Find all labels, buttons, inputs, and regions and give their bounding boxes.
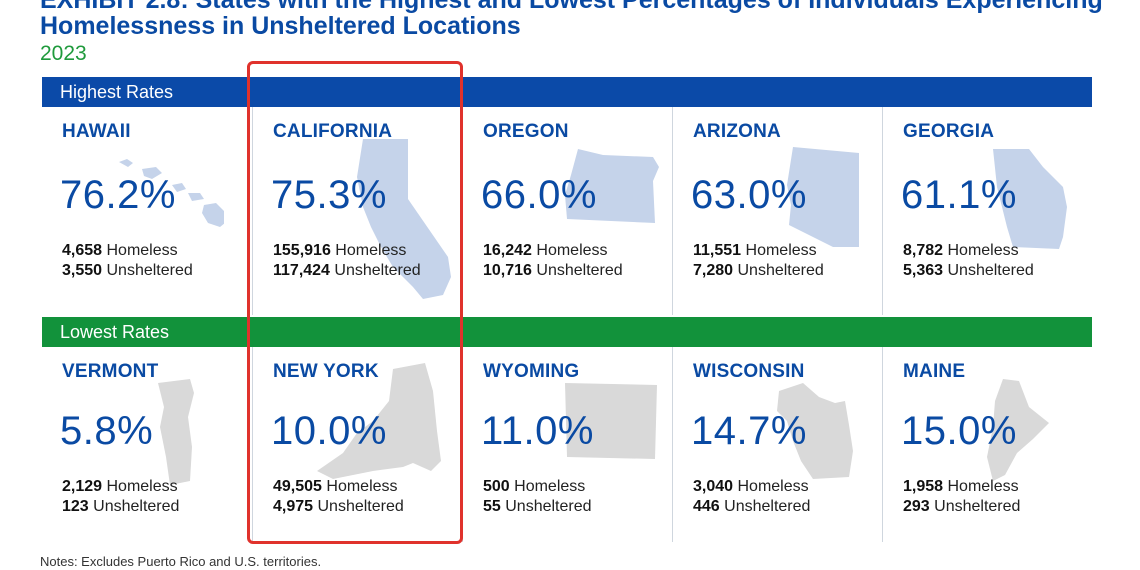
state-map-icon [357, 139, 451, 299]
state-cell-new-york: NEW YORK 10.0% 49,505 Homeless 4,975 Unshel… [252, 347, 461, 542]
state-name: WYOMING [483, 361, 580, 382]
homeless-count: 4,658 Homeless [62, 242, 178, 259]
state-map-icon [119, 159, 224, 227]
homeless-count: 3,040 Homeless [693, 478, 809, 495]
chart-year: 2023 [40, 42, 87, 65]
notes: Notes: Excludes Puerto Rico and U.S. ter… [40, 554, 322, 569]
chart-title-line2: Homelessness in Unsheltered Locations [40, 12, 521, 40]
state-map-icon [158, 379, 194, 485]
unsheltered-percent: 76.2% [60, 173, 176, 217]
homeless-count: 8,782 Homeless [903, 242, 1019, 259]
state-name: WISCONSIN [693, 361, 805, 382]
state-cell-wisconsin: WISCONSIN 14.7% 3,040 Homeless 446 Unshelte… [672, 347, 881, 542]
highest-rates-band: Highest Rates [42, 77, 1092, 107]
homeless-count: 49,505 Homeless [273, 478, 398, 495]
homeless-count: 1,958 Homeless [903, 478, 1019, 495]
unsheltered-percent: 61.1% [901, 173, 1017, 217]
state-map-icon [777, 383, 853, 479]
state-name: OREGON [483, 121, 569, 142]
unsheltered-count: 446 Unsheltered [693, 498, 811, 515]
homeless-count: 2,129 Homeless [62, 478, 178, 495]
unsheltered-count: 55 Unsheltered [483, 498, 592, 515]
state-cell-georgia: GEORGIA 61.1% 8,782 Homeless 5,363 Unshelte… [882, 107, 1091, 315]
state-stats: 155,916 Homeless 117,424 Unsheltered [273, 241, 421, 281]
state-stats: 1,958 Homeless 293 Unsheltered [903, 477, 1020, 517]
unsheltered-percent: 63.0% [691, 173, 807, 217]
state-stats: 16,242 Homeless 10,716 Unsheltered [483, 241, 623, 281]
state-cell-wyoming: WYOMING 11.0% 500 Homeless 55 Unsheltered [462, 347, 671, 542]
state-map-icon [317, 363, 441, 479]
unsheltered-count: 3,550 Unsheltered [62, 262, 193, 279]
state-cell-california: CALIFORNIA 75.3% 155,916 Homeless 117,424 U… [252, 107, 461, 315]
state-name: MAINE [903, 361, 966, 382]
unsheltered-count: 5,363 Unsheltered [903, 262, 1034, 279]
homeless-count: 16,242 Homeless [483, 242, 608, 259]
homeless-count: 155,916 Homeless [273, 242, 407, 259]
state-map-icon [787, 147, 859, 247]
state-stats: 49,505 Homeless 4,975 Unsheltered [273, 477, 404, 517]
state-stats: 4,658 Homeless 3,550 Unsheltered [62, 241, 193, 281]
unsheltered-count: 123 Unsheltered [62, 498, 180, 515]
state-cell-vermont: VERMONT 5.8% 2,129 Homeless 123 Unsheltered [42, 347, 251, 542]
state-stats: 11,551 Homeless 7,280 Unsheltered [693, 241, 824, 281]
unsheltered-count: 4,975 Unsheltered [273, 498, 404, 515]
unsheltered-percent: 11.0% [481, 409, 594, 453]
state-name: ARIZONA [693, 121, 781, 142]
unsheltered-percent: 5.8% [60, 409, 154, 453]
unsheltered-percent: 66.0% [481, 173, 597, 217]
unsheltered-percent: 75.3% [271, 173, 387, 217]
state-name: HAWAII [62, 121, 131, 142]
homeless-count: 500 Homeless [483, 478, 586, 495]
unsheltered-count: 7,280 Unsheltered [693, 262, 824, 279]
homeless-count: 11,551 Homeless [693, 242, 817, 259]
state-stats: 500 Homeless 55 Unsheltered [483, 477, 592, 517]
state-cell-maine: MAINE 15.0% 1,958 Homeless 293 Unsheltered [882, 347, 1091, 542]
state-cell-oregon: OREGON 66.0% 16,242 Homeless 10,716 Unshelt… [462, 107, 671, 315]
state-map-icon [565, 149, 659, 223]
unsheltered-count: 117,424 Unsheltered [273, 262, 421, 279]
chart-title-line1: EXHIBIT 2.8: States with the Highest and… [40, 0, 1103, 14]
state-map-icon [993, 149, 1067, 249]
state-name: NEW YORK [273, 361, 379, 382]
state-stats: 3,040 Homeless 446 Unsheltered [693, 477, 810, 517]
unsheltered-percent: 15.0% [901, 409, 1017, 453]
state-name: GEORGIA [903, 121, 995, 142]
unsheltered-count: 293 Unsheltered [903, 498, 1021, 515]
state-map-icon [565, 383, 657, 459]
state-stats: 2,129 Homeless 123 Unsheltered [62, 477, 179, 517]
state-stats: 8,782 Homeless 5,363 Unsheltered [903, 241, 1034, 281]
unsheltered-percent: 10.0% [271, 409, 387, 453]
state-cell-hawaii: HAWAII 76.2% 4,658 Homeless 3,550 Unshelter… [42, 107, 251, 315]
state-map-icon [987, 379, 1049, 481]
unsheltered-count: 10,716 Unsheltered [483, 262, 623, 279]
state-name: CALIFORNIA [273, 121, 393, 142]
state-cell-arizona: ARIZONA 63.0% 11,551 Homeless 7,280 Unshelt… [672, 107, 881, 315]
unsheltered-percent: 14.7% [691, 409, 807, 453]
lowest-rates-band: Lowest Rates [42, 317, 1092, 347]
highlight-box [247, 61, 463, 544]
state-name: VERMONT [62, 361, 159, 382]
